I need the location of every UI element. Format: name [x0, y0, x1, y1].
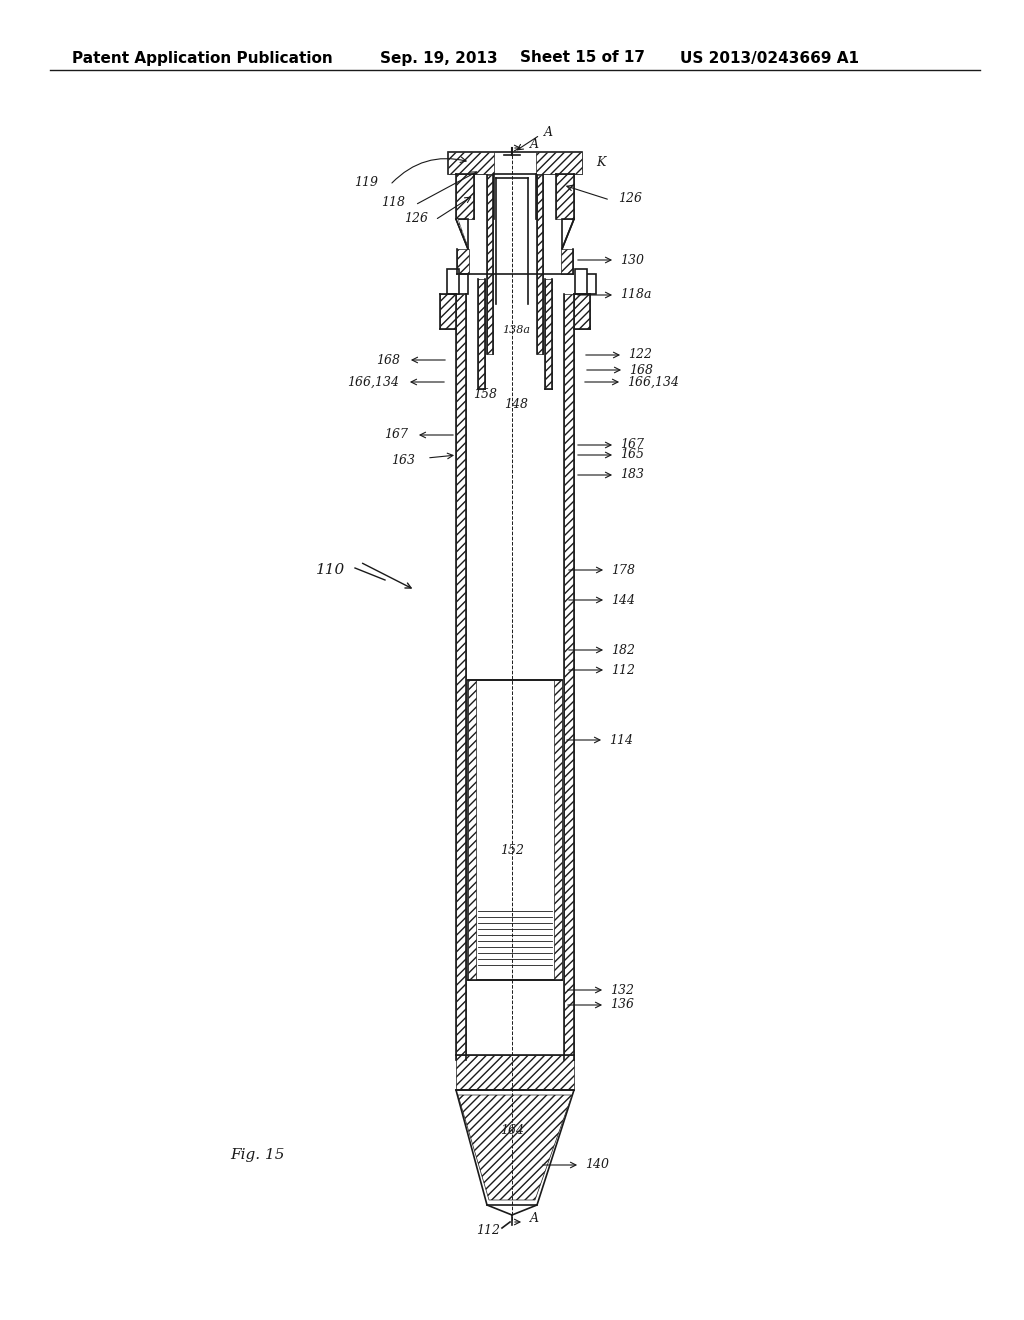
- Text: 158: 158: [473, 388, 497, 401]
- Text: 132: 132: [610, 983, 634, 997]
- Text: 167: 167: [384, 429, 408, 441]
- Polygon shape: [574, 294, 590, 329]
- Polygon shape: [564, 294, 574, 1060]
- Text: 140: 140: [585, 1159, 609, 1172]
- Text: 112: 112: [611, 664, 635, 676]
- Polygon shape: [456, 1055, 574, 1090]
- Text: 118a: 118a: [620, 289, 651, 301]
- Polygon shape: [561, 249, 573, 275]
- Polygon shape: [456, 1090, 574, 1205]
- Text: US 2013/0243669 A1: US 2013/0243669 A1: [680, 50, 859, 66]
- Text: 163: 163: [391, 454, 415, 466]
- Polygon shape: [456, 174, 474, 219]
- Bar: [447, 269, 459, 294]
- Text: A: A: [544, 127, 553, 140]
- Text: 178: 178: [611, 564, 635, 577]
- Text: 152: 152: [500, 843, 524, 857]
- Text: 168: 168: [629, 363, 653, 376]
- Polygon shape: [456, 219, 468, 249]
- Polygon shape: [536, 152, 582, 174]
- Bar: [468, 680, 562, 979]
- Text: 126: 126: [618, 191, 642, 205]
- Polygon shape: [487, 176, 493, 354]
- Text: Patent Application Publication: Patent Application Publication: [72, 50, 333, 66]
- Polygon shape: [440, 294, 456, 329]
- Text: 118: 118: [381, 197, 406, 210]
- Text: 138a: 138a: [502, 325, 530, 335]
- Text: Fig. 15: Fig. 15: [230, 1148, 285, 1162]
- Text: 183: 183: [620, 469, 644, 482]
- Bar: [575, 269, 587, 294]
- Text: 110: 110: [315, 564, 345, 577]
- Text: 114: 114: [609, 734, 633, 747]
- Polygon shape: [554, 680, 562, 979]
- Polygon shape: [545, 279, 552, 389]
- Text: 166,134: 166,134: [347, 375, 399, 388]
- Bar: [449, 275, 468, 294]
- Text: K: K: [596, 157, 605, 169]
- Polygon shape: [449, 152, 494, 174]
- Text: 164: 164: [500, 1123, 524, 1137]
- Text: Sheet 15 of 17: Sheet 15 of 17: [520, 50, 645, 66]
- Text: 126: 126: [404, 211, 428, 224]
- Polygon shape: [458, 1096, 572, 1200]
- Text: Sep. 19, 2013: Sep. 19, 2013: [380, 50, 498, 66]
- Text: 168: 168: [376, 354, 400, 367]
- Text: A: A: [530, 1212, 539, 1225]
- Text: 166,134: 166,134: [627, 375, 679, 388]
- Text: 112: 112: [476, 1224, 500, 1237]
- Text: 144: 144: [611, 594, 635, 606]
- Text: 130: 130: [620, 253, 644, 267]
- Text: A: A: [530, 139, 539, 152]
- Text: 136: 136: [610, 998, 634, 1011]
- Bar: [575, 275, 596, 294]
- Text: 148: 148: [504, 399, 528, 412]
- Text: 122: 122: [628, 348, 652, 362]
- Polygon shape: [478, 279, 485, 389]
- Polygon shape: [456, 294, 466, 1060]
- Text: 165: 165: [620, 449, 644, 462]
- Polygon shape: [556, 174, 574, 219]
- Text: 167: 167: [620, 438, 644, 451]
- Text: 182: 182: [611, 644, 635, 656]
- Bar: [449, 152, 582, 174]
- Polygon shape: [537, 176, 543, 354]
- Polygon shape: [457, 249, 469, 275]
- Polygon shape: [468, 680, 476, 979]
- Text: 119: 119: [354, 177, 378, 190]
